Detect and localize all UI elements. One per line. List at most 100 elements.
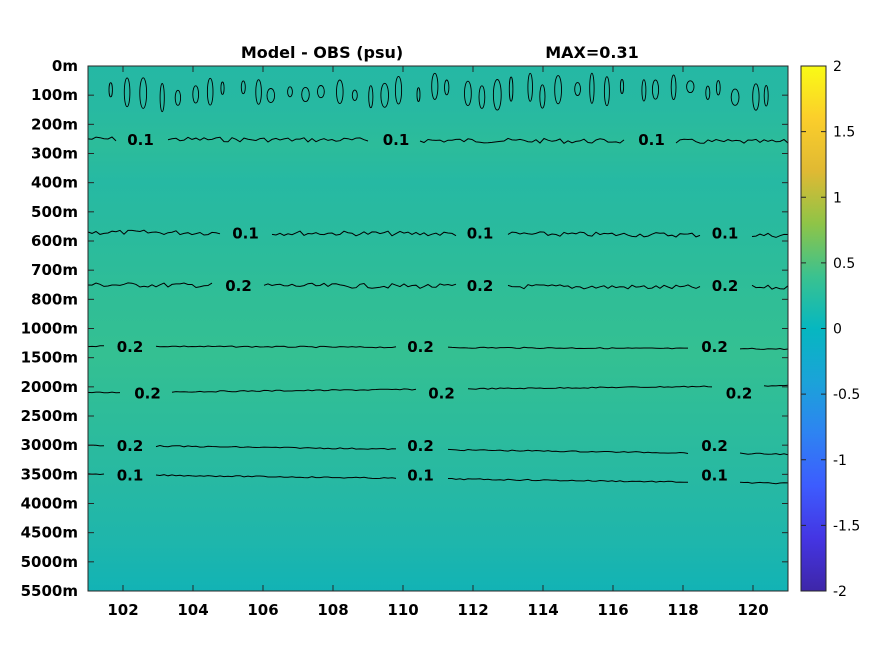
contour-line — [447, 346, 688, 350]
contour-line — [88, 345, 105, 348]
contour-line — [619, 78, 625, 95]
y-tick-label: 600m — [31, 232, 78, 250]
y-tick-label: 2000m — [21, 378, 78, 396]
contour-label: 0.1 — [701, 466, 728, 484]
colorbar-tick-label: -0.5 — [833, 387, 860, 403]
contour-label: 0.1 — [232, 224, 259, 242]
contour-label: 0.1 — [383, 131, 410, 149]
contour-line — [589, 72, 595, 104]
contour-line — [730, 88, 740, 106]
contour-line — [240, 80, 246, 95]
x-tick-label: 112 — [457, 601, 488, 619]
contour-lines — [88, 72, 788, 485]
contour-line — [167, 136, 369, 143]
contour-line — [751, 284, 788, 290]
contour-line — [123, 77, 131, 108]
contour-line — [444, 79, 450, 96]
contour-line — [554, 75, 562, 105]
contour-line — [368, 85, 374, 109]
colorbar-tick-label: 2 — [833, 59, 842, 75]
contour-line — [739, 347, 788, 351]
contour-line — [508, 76, 514, 102]
contour-label: 0.2 — [467, 277, 494, 295]
contour-line — [88, 391, 121, 394]
contour-line — [507, 284, 701, 290]
contour-line — [155, 474, 397, 480]
contour-line — [192, 85, 200, 104]
contour-line — [751, 232, 788, 238]
contour-line — [539, 84, 546, 109]
y-tick-label: 2500m — [21, 407, 78, 425]
contour-line — [255, 79, 262, 105]
y-tick-label: 3000m — [21, 436, 78, 454]
contour-line — [447, 448, 689, 454]
x-tick-label: 104 — [177, 601, 208, 619]
contour-label: 0.1 — [712, 224, 739, 242]
contour-line — [271, 230, 457, 237]
contour-line — [380, 82, 389, 108]
contour-line — [448, 478, 688, 483]
contour-line — [336, 79, 344, 105]
contour-label: 0.1 — [407, 466, 434, 484]
contour-line — [174, 89, 182, 106]
contour-label: 0.1 — [638, 131, 665, 149]
y-tick-label: 500m — [31, 203, 78, 221]
contour-line — [670, 74, 677, 101]
contour-line — [478, 85, 486, 109]
contour-line — [394, 75, 403, 105]
contour-line — [206, 77, 214, 106]
contour-line — [88, 282, 213, 289]
contour-line — [739, 481, 788, 485]
contour-line — [507, 231, 701, 238]
x-axis: 102 104 106 108 110 112 114 116 118 120 — [107, 66, 769, 619]
heatmap-field — [88, 66, 788, 591]
colorbar-tick-label: -1 — [833, 453, 847, 469]
contour-line — [739, 452, 788, 456]
y-tick-label: 200m — [31, 115, 78, 133]
colorbar-tick-label: 0.5 — [833, 256, 855, 272]
contour-label: 0.2 — [134, 385, 161, 403]
contour-line — [416, 87, 421, 102]
contour-line — [686, 80, 695, 94]
contour-line — [419, 137, 625, 144]
contour-label: 0.2 — [407, 437, 434, 455]
contour-line — [301, 86, 310, 103]
contour-line — [603, 76, 610, 107]
x-tick-label: 114 — [527, 601, 558, 619]
y-axis: 0m 100m 200m 300m 400m 500m 600m 700m 800m 1000m 1… — [21, 57, 788, 600]
x-tick-label: 118 — [667, 601, 698, 619]
contour-line — [467, 385, 713, 390]
contour-line — [266, 88, 276, 103]
x-tick-label: 108 — [317, 601, 348, 619]
contour-line — [574, 82, 581, 97]
contour-line — [317, 85, 325, 99]
y-tick-label: 700m — [31, 261, 78, 279]
y-tick-label: 4000m — [21, 495, 78, 513]
colorbar-tick-label: 1 — [833, 190, 842, 206]
contour-label: 0.2 — [428, 385, 455, 403]
contour-label: 0.1 — [117, 466, 144, 484]
y-tick-label: 5000m — [21, 553, 78, 571]
y-tick-label: 300m — [31, 145, 78, 163]
contour-line — [159, 83, 165, 113]
contour-label: 0.2 — [726, 385, 753, 403]
x-tick-label: 116 — [597, 601, 628, 619]
contour-line — [763, 384, 788, 387]
contour-line — [108, 82, 113, 98]
contour-line — [527, 72, 533, 102]
contour-line — [88, 136, 117, 142]
colorbar-tick-label: 1.5 — [833, 125, 855, 141]
contour-label: 0.1 — [467, 224, 494, 242]
y-tick-label: 4500m — [21, 524, 78, 542]
contour-line — [155, 345, 397, 349]
contour-line — [155, 444, 397, 451]
y-tick-label: 3500m — [21, 465, 78, 483]
contour-line — [492, 79, 502, 111]
y-tick-label: 5500m — [21, 582, 78, 600]
y-tick-label: 400m — [31, 174, 78, 192]
contour-line — [763, 85, 769, 107]
x-tick-label: 120 — [737, 601, 768, 619]
contour-labels: 0.1 0.1 0.1 0.1 0.1 0.1 0.2 0.2 0.2 0.2 0.2 0.2 0.2 0… — [117, 131, 753, 484]
contour-line — [220, 81, 225, 95]
contour-line — [351, 89, 358, 101]
